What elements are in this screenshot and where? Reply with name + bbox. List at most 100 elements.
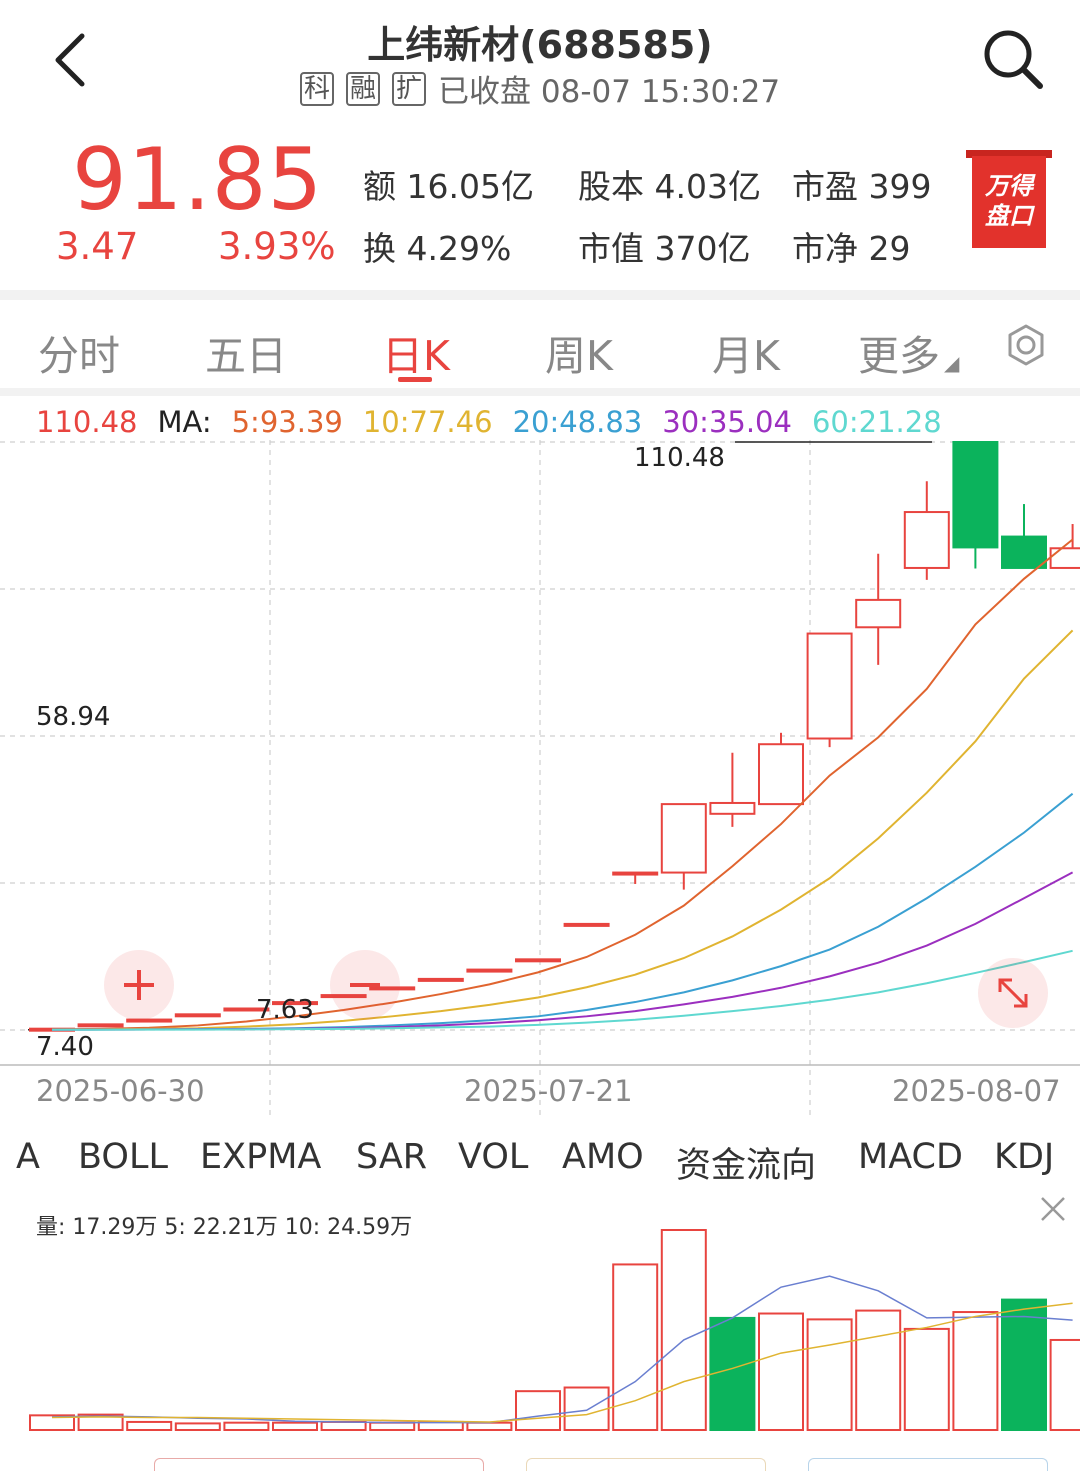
indicator-tab-expma[interactable]: EXPMA xyxy=(200,1137,322,1177)
mid-price-label: 58.94 xyxy=(36,702,111,732)
volume-bar xyxy=(660,1229,707,1431)
indicator-tab-boll[interactable]: BOLL xyxy=(78,1137,168,1177)
candle-body xyxy=(709,801,756,815)
volume-bar xyxy=(466,1421,513,1432)
divider xyxy=(0,290,1080,300)
bottom-action-button-3[interactable] xyxy=(808,1458,1048,1471)
wind-badge-line1: 万得 xyxy=(984,172,1036,200)
date-label-end: 2025-08-07 xyxy=(892,1074,1061,1108)
candle-body xyxy=(369,986,416,991)
ma-line-ma60 xyxy=(52,949,1073,1031)
candle-body xyxy=(758,743,804,806)
bottom-action-button-2[interactable] xyxy=(526,1458,766,1471)
volume-bar xyxy=(855,1309,902,1431)
ma-legend-ma20: 20:48.83 xyxy=(512,405,643,439)
last-price: 91.85 xyxy=(72,130,324,230)
chevron-down-icon: ◢ xyxy=(944,351,960,375)
ma-legend-ma5: 5:93.39 xyxy=(231,405,343,439)
date-label-mid: 2025-07-21 xyxy=(464,1074,633,1108)
bottom-action-button-1[interactable] xyxy=(154,1458,484,1471)
indicator-tab-vol[interactable]: VOL xyxy=(458,1137,529,1177)
price-change: 3.47 xyxy=(56,225,139,268)
expand-icon[interactable] xyxy=(978,958,1048,1028)
ma-legend: 110.48 MA: 5:93.39 10:77.46 20:48.83 30:… xyxy=(36,405,942,439)
date-label-start: 2025-06-30 xyxy=(36,1074,205,1108)
volume-bar xyxy=(563,1386,610,1431)
tag-kechuang: 科 xyxy=(300,71,335,106)
back-icon[interactable] xyxy=(48,30,92,94)
volume-bar xyxy=(952,1311,999,1431)
zoom-in-button[interactable] xyxy=(104,950,174,1020)
stat-pb: 市净 29 xyxy=(792,229,911,268)
stock-title: 上纬新材(688585) xyxy=(367,23,713,67)
min-point-label: 7.63 xyxy=(256,995,314,1025)
ma-line-ma10 xyxy=(51,629,1074,1031)
volume-bar xyxy=(77,1413,124,1432)
volume-bar xyxy=(758,1312,804,1431)
volume-legend: 量: 17.29万 5: 22.21万 10: 24.59万 xyxy=(36,1215,413,1240)
volume-bar xyxy=(126,1420,173,1431)
max-price-label: 110.48 xyxy=(634,443,725,473)
candle-body xyxy=(855,598,902,629)
stat-mcap: 市值 370亿 xyxy=(578,229,751,268)
tab-five-day[interactable]: 五日 xyxy=(205,332,287,380)
tab-daily-k[interactable]: 日K xyxy=(382,332,450,380)
volume-bar xyxy=(903,1327,950,1431)
volume-bar xyxy=(1049,1338,1080,1431)
volume-bar xyxy=(29,1414,75,1432)
wind-panel-button[interactable]: 万得 盘口 xyxy=(966,150,1052,248)
candle-body xyxy=(612,871,659,876)
ma-legend-ma60: 60:21.28 xyxy=(811,405,942,439)
tab-more[interactable]: 更多 ◢ xyxy=(858,332,960,380)
volume-bar xyxy=(272,1421,318,1432)
active-tab-indicator xyxy=(398,377,432,382)
gear-icon[interactable] xyxy=(1004,323,1048,371)
volume-bar xyxy=(174,1422,221,1432)
tag-expand: 扩 xyxy=(392,71,427,106)
indicator-tab-macd[interactable]: MACD xyxy=(858,1137,963,1177)
ma-legend-ma10: 10:77.46 xyxy=(362,405,493,439)
candle-body xyxy=(417,977,464,982)
candle-body xyxy=(223,1007,270,1012)
candle-body xyxy=(1049,547,1080,569)
stat-equity: 股本 4.03亿 xyxy=(578,167,761,206)
wind-badge-line2: 盘口 xyxy=(985,202,1035,230)
indicator-tab-fund-flow[interactable]: 资金流向 xyxy=(676,1146,817,1186)
candle-body xyxy=(806,632,853,740)
candle-body xyxy=(320,994,367,999)
candle-body xyxy=(515,958,561,963)
stat-pe: 市盈 399 xyxy=(792,167,932,206)
candlestick-chart[interactable] xyxy=(0,440,1080,1120)
candle-body xyxy=(174,1013,221,1018)
tab-weekly-k[interactable]: 周K xyxy=(545,332,613,380)
indicator-tab-amo[interactable]: AMO xyxy=(562,1137,644,1177)
axis-min-label: 7.40 xyxy=(36,1032,94,1062)
tab-intraday[interactable]: 分时 xyxy=(38,332,120,380)
price-change-pct: 3.93% xyxy=(218,225,336,268)
candle-body xyxy=(563,922,610,927)
indicator-tab-ma[interactable]: A xyxy=(16,1137,40,1177)
divider xyxy=(0,388,1080,396)
candle-body xyxy=(272,1001,318,1006)
ma-legend-ma30: 30:35.04 xyxy=(662,405,792,439)
volume-ma10-line xyxy=(51,1302,1073,1423)
stat-amount: 额 16.05亿 xyxy=(363,167,534,206)
volume-bar xyxy=(612,1263,659,1431)
search-icon[interactable] xyxy=(980,26,1046,96)
volume-bar xyxy=(709,1316,756,1431)
status-row: 科 融 扩 已收盘 08-07 15:30:27 xyxy=(300,66,780,111)
zoom-out-button[interactable] xyxy=(330,950,400,1020)
indicator-tab-kdj[interactable]: KDJ xyxy=(994,1137,1055,1177)
volume-chart[interactable] xyxy=(0,1220,1080,1440)
tag-margin: 融 xyxy=(346,71,381,106)
stat-turnover: 换 4.29% xyxy=(363,229,512,268)
tab-monthly-k[interactable]: 月K xyxy=(712,332,780,380)
ma-line-ma30 xyxy=(51,871,1074,1031)
candle-body xyxy=(1001,535,1047,569)
indicator-tab-sar[interactable]: SAR xyxy=(356,1137,428,1177)
candle-body xyxy=(126,1018,173,1023)
close-icon[interactable] xyxy=(1038,1194,1068,1228)
candle-body xyxy=(466,968,513,973)
ma-legend-label: MA: xyxy=(157,405,212,439)
volume-bar xyxy=(223,1421,270,1432)
